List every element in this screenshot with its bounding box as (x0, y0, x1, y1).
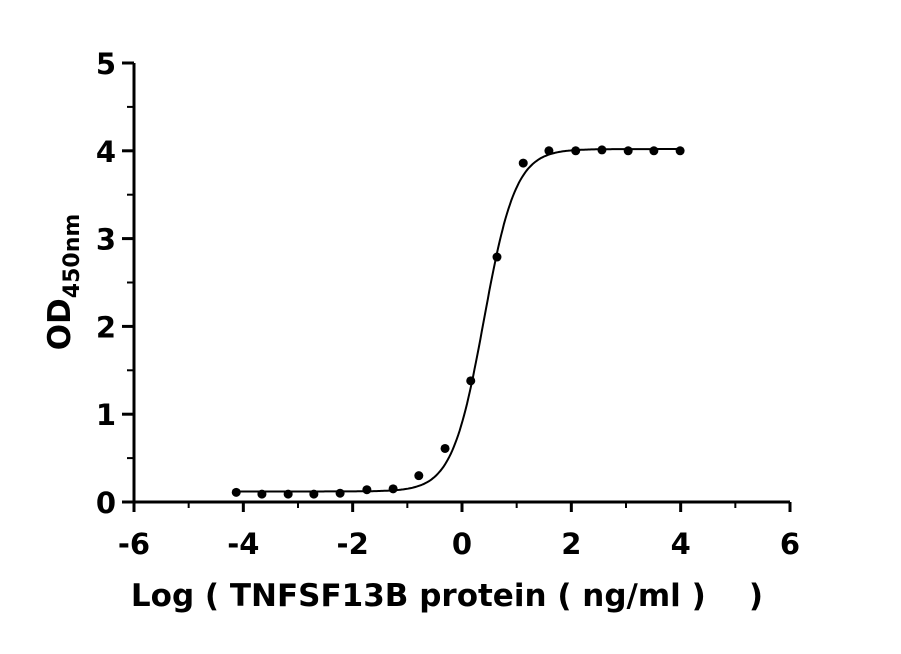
data-point (571, 146, 581, 156)
fit-curve (236, 148, 681, 493)
y-tick-label: 3 (96, 223, 116, 257)
data-point (623, 146, 633, 156)
axes: -6 -4 -2 0 2 4 6 0 1 2 3 4 5 (96, 47, 800, 561)
y-tick-label: 1 (96, 398, 116, 432)
x-axis-label: Log ( TNFSF13B protein ( ng/ml ) ) (131, 578, 763, 614)
x-tick-label: -6 (118, 527, 150, 561)
data-point (649, 146, 659, 156)
data-point (231, 487, 241, 497)
data-point (257, 489, 267, 499)
data-point (283, 489, 293, 499)
data-point (466, 376, 476, 386)
data-point (388, 484, 398, 494)
y-tick-label: 4 (96, 135, 116, 169)
y-tick-label: 5 (96, 47, 116, 81)
y-label-sub: 450nm (60, 214, 85, 299)
x-tick-label: 0 (452, 527, 472, 561)
x-tick-label: 4 (671, 527, 691, 561)
x-tick-label: 6 (780, 527, 800, 561)
data-points (231, 145, 685, 499)
y-axis-label: OD450nm (42, 214, 85, 351)
svg-text:OD450nm: OD450nm (42, 214, 85, 351)
x-tick-label: 2 (561, 527, 581, 561)
data-point (518, 158, 528, 168)
data-point (597, 145, 607, 155)
x-tick-label: -4 (227, 527, 259, 561)
x-tick-label: -2 (337, 527, 369, 561)
data-point (335, 488, 345, 498)
y-tick-label: 2 (96, 310, 116, 344)
data-point (309, 489, 319, 499)
data-point (440, 443, 450, 453)
data-point (492, 252, 502, 262)
data-point (414, 471, 424, 481)
data-point (362, 485, 372, 495)
y-label-main: OD (42, 298, 78, 350)
y-tick-label: 0 (96, 486, 116, 520)
data-point (675, 146, 685, 156)
data-point (544, 146, 554, 156)
